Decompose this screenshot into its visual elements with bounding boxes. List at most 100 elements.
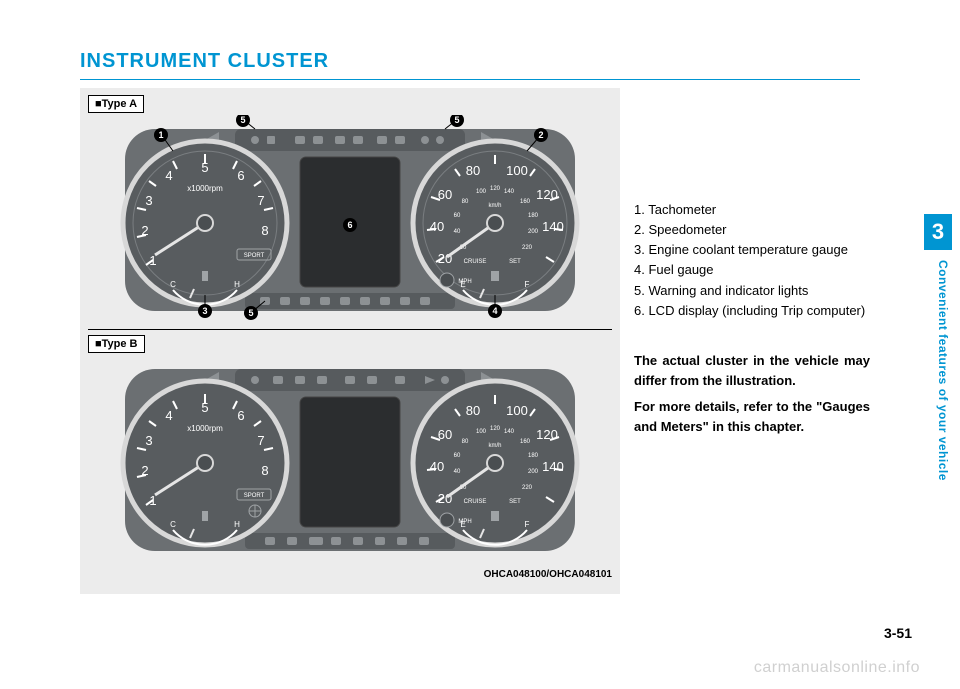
callout-5b: 5 <box>454 115 459 125</box>
spd-80: 80 <box>466 163 480 178</box>
svg-text:40: 40 <box>454 469 461 475</box>
note-block: The actual cluster in the vehicle may di… <box>634 351 870 438</box>
kmh-80: 80 <box>462 199 469 205</box>
svg-text:200: 200 <box>528 469 539 475</box>
callout-6: 6 <box>347 220 352 230</box>
svg-text:x1000rpm: x1000rpm <box>187 424 223 433</box>
kmh-100: 100 <box>476 189 487 195</box>
svg-text:6: 6 <box>237 408 244 423</box>
tachometer-gauge-b: 1 2 3 4 5 6 7 8 x1000rpm SPORT C <box>123 381 287 545</box>
tachometer-gauge: 1 2 3 4 5 6 7 8 x1000rpm SPORT <box>123 141 287 305</box>
svg-text:7: 7 <box>257 433 264 448</box>
sport-label: SPORT <box>244 253 265 259</box>
note-p1: The actual cluster in the vehicle may di… <box>634 351 870 391</box>
legend-item-5: 5. Warning and indicator lights <box>634 281 870 301</box>
legend-list: 1. Tachometer 2. Speedometer 3. Engine c… <box>634 200 870 321</box>
spd-40: 40 <box>430 219 444 234</box>
callout-2: 2 <box>538 130 543 140</box>
svg-text:E: E <box>460 520 465 529</box>
svg-text:220: 220 <box>522 485 533 491</box>
speedometer-gauge-b: 20 40 60 80 100 120 140 20 40 60 80 100 … <box>413 381 577 545</box>
svg-text:2: 2 <box>141 463 148 478</box>
kmh-40: 40 <box>454 229 461 235</box>
speedometer-gauge: 20 40 60 80 100 120 140 20 40 60 80 100 … <box>413 141 577 305</box>
kmh-180: 180 <box>528 213 539 219</box>
chapter-tab: 3 <box>924 214 952 250</box>
svg-text:5: 5 <box>201 400 208 415</box>
legend-item-2: 2. Speedometer <box>634 220 870 240</box>
callout-5c: 5 <box>248 308 253 318</box>
section-title: INSTRUMENT CLUSTER <box>80 50 920 73</box>
tach-2: 2 <box>141 223 148 238</box>
type-b-label: ■Type B <box>88 335 145 353</box>
fuel-f: F <box>525 280 530 289</box>
svg-text:140: 140 <box>542 459 564 474</box>
page-number: 3-51 <box>884 625 912 641</box>
legend-item-6: 6. LCD display (including Trip computer) <box>634 301 870 321</box>
content-row: ■Type A <box>80 88 920 594</box>
kmh-160: 160 <box>520 199 531 205</box>
tach-8: 8 <box>261 223 268 238</box>
temp-h: H <box>234 280 240 289</box>
tach-7: 7 <box>257 193 264 208</box>
callout-3: 3 <box>202 306 207 316</box>
spd-120: 120 <box>536 187 558 202</box>
svg-text:3: 3 <box>145 433 152 448</box>
instrument-cluster-type-b: 1 2 3 4 5 6 7 8 x1000rpm SPORT C <box>95 355 605 565</box>
svg-text:120: 120 <box>536 427 558 442</box>
svg-text:CRUISE: CRUISE <box>464 499 487 505</box>
legend-item-1: 1. Tachometer <box>634 200 870 220</box>
figure-divider <box>88 329 612 330</box>
kmh-200: 200 <box>528 229 539 235</box>
svg-text:km/h: km/h <box>488 443 501 449</box>
kmh-220: 220 <box>522 245 533 251</box>
svg-text:80: 80 <box>462 439 469 445</box>
spd-100: 100 <box>506 163 528 178</box>
kmh-140: 140 <box>504 189 515 195</box>
svg-text:100: 100 <box>506 403 528 418</box>
watermark: carmanualsonline.info <box>754 659 920 677</box>
text-column: 1. Tachometer 2. Speedometer 3. Engine c… <box>620 88 870 443</box>
svg-text:60: 60 <box>454 453 461 459</box>
kmh-60: 60 <box>454 213 461 219</box>
figures-panel: ■Type A <box>80 88 620 594</box>
legend-item-4: 4. Fuel gauge <box>634 260 870 280</box>
svg-text:180: 180 <box>528 453 539 459</box>
callout-1: 1 <box>158 130 163 140</box>
note-p2: For more details, refer to the "Gauges a… <box>634 397 870 437</box>
svg-text:40: 40 <box>430 459 444 474</box>
svg-text:120: 120 <box>490 426 501 432</box>
kmh-label: km/h <box>488 203 501 209</box>
callout-4: 4 <box>492 306 497 316</box>
svg-text:SPORT: SPORT <box>244 493 265 499</box>
cruise-label: CRUISE <box>464 259 487 265</box>
tach-4: 4 <box>165 168 172 183</box>
image-code: OHCA048100/OHCA048101 <box>88 569 612 580</box>
svg-text:60: 60 <box>438 427 452 442</box>
svg-text:160: 160 <box>520 439 531 445</box>
svg-text:80: 80 <box>466 403 480 418</box>
svg-text:100: 100 <box>476 429 487 435</box>
chapter-side-label: Convenient features of your vehicle <box>936 260 950 481</box>
tach-5: 5 <box>201 160 208 175</box>
tach-6: 6 <box>237 168 244 183</box>
title-rule <box>80 79 860 80</box>
svg-text:4: 4 <box>165 408 172 423</box>
tach-3: 3 <box>145 193 152 208</box>
svg-text:140: 140 <box>504 429 515 435</box>
instrument-cluster-type-a: 1 2 3 4 5 6 7 8 x1000rpm SPORT <box>95 115 605 325</box>
tach-unit: x1000rpm <box>187 184 223 193</box>
svg-text:H: H <box>234 520 240 529</box>
svg-text:F: F <box>525 520 530 529</box>
svg-text:8: 8 <box>261 463 268 478</box>
type-a-label: ■Type A <box>88 95 144 113</box>
set-label: SET <box>509 259 521 265</box>
spd-60: 60 <box>438 187 452 202</box>
legend-item-3: 3. Engine coolant temperature gauge <box>634 240 870 260</box>
svg-text:C: C <box>170 520 176 529</box>
manual-page: INSTRUMENT CLUSTER ■Type A <box>0 0 960 689</box>
callout-5a: 5 <box>240 115 245 125</box>
fuel-e: E <box>460 280 465 289</box>
temp-c: C <box>170 280 176 289</box>
kmh-120: 120 <box>490 186 501 192</box>
